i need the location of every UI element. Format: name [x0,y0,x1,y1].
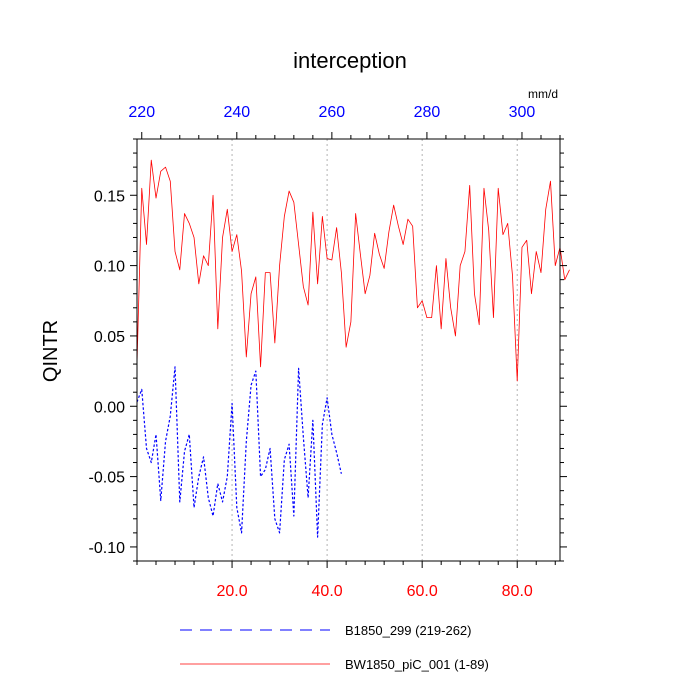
series-lines [136,159,570,538]
x-tick-label-top: 260 [319,104,346,121]
legend: B1850_299 (219-262) BW1850_piC_001 (1-89) [180,623,489,672]
unit-label: mm/d [528,87,558,101]
x-tick-label-top: 280 [414,104,441,121]
y-axis-label: QINTR [40,320,62,382]
y-tick-label: 0.15 [94,188,125,205]
legend-label-0: B1850_299 (219-262) [345,623,472,638]
y-tick-label: -0.05 [89,470,126,487]
y-tick-label: 0.00 [94,399,125,416]
x-tick-label-bottom: 60.0 [407,583,438,600]
x-tick-label-bottom: 80.0 [502,583,533,600]
x-tick-label-top: 220 [128,104,155,121]
x-tick-label-bottom: 20.0 [216,583,247,600]
plot-frame [136,138,561,562]
y-tick-label: -0.10 [89,540,126,557]
chart-title: interception [293,48,407,73]
grid-lines [231,139,518,561]
x-tick-label-top: 300 [509,104,536,121]
axes: -0.10 -0.05 0.00 0.05 0.10 0.15 20.0 40.0 60.0 80… [89,104,567,600]
y-tick-label: 0.05 [94,329,125,346]
x-tick-label-bottom: 40.0 [312,583,343,600]
series-line-0 [136,159,570,382]
x-tick-label-top: 240 [223,104,250,121]
series-line-1 [136,366,342,538]
legend-label-1: BW1850_piC_001 (1-89) [345,657,489,672]
y-tick-label: 0.10 [94,259,125,276]
